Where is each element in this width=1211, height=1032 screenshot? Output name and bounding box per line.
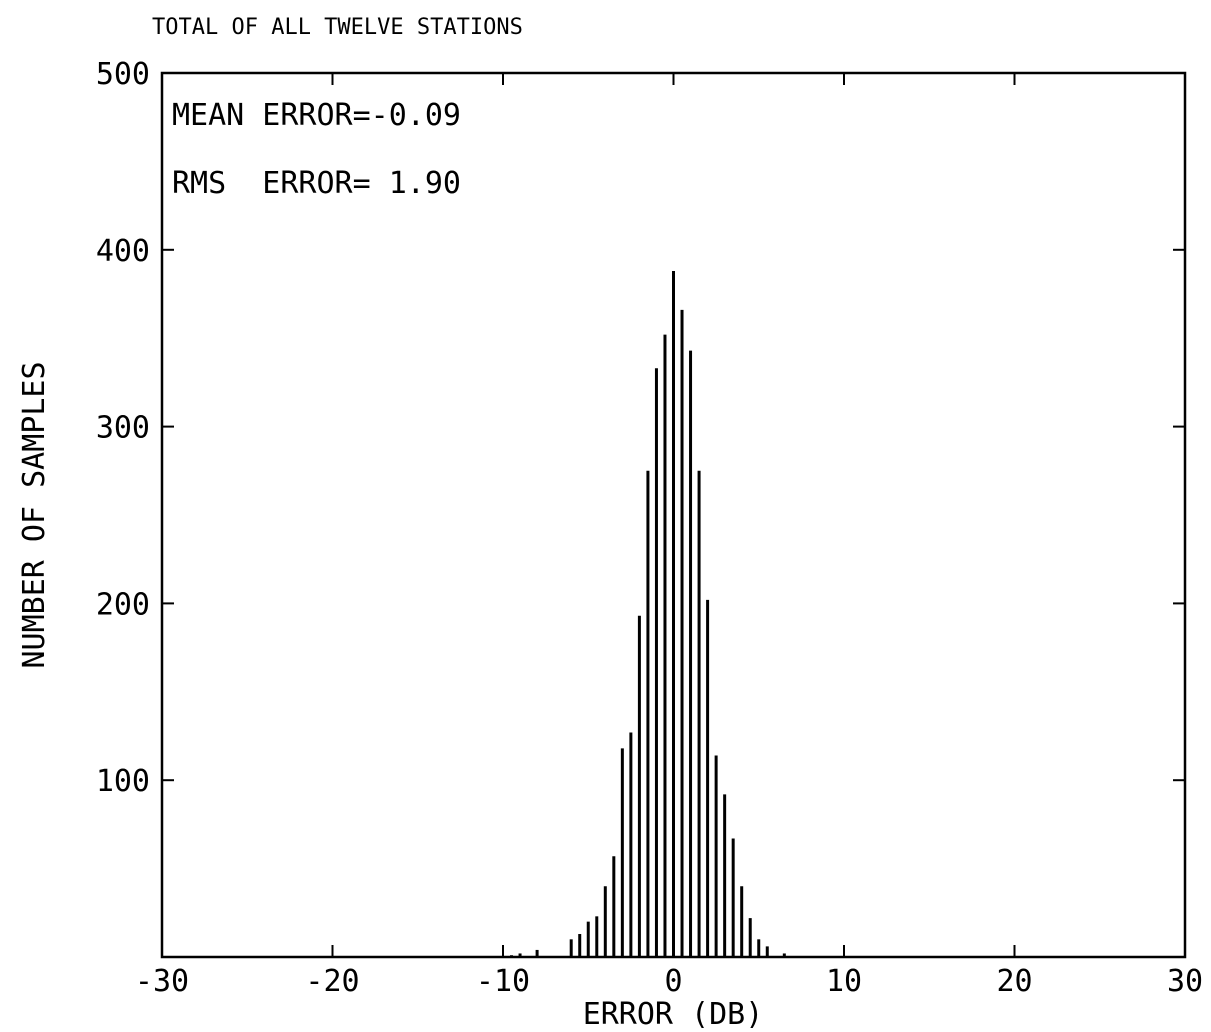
mean-error-annotation: MEAN ERROR=-0.09	[172, 98, 461, 133]
rms-error-annotation: RMS ERROR= 1.90	[172, 166, 461, 201]
chart-title: TOTAL OF ALL TWELVE STATIONS	[152, 15, 523, 40]
x-tick-label-10: 10	[826, 964, 862, 999]
x-tick-label--20: -20	[305, 964, 359, 999]
y-axis-ticks: 100 200 300 400 500	[96, 57, 1185, 799]
y-tick-label-400: 400	[96, 234, 150, 269]
x-axis-label: ERROR (DB)	[583, 997, 764, 1032]
x-tick-label-0: 0	[664, 964, 682, 999]
x-tick-label-30: 30	[1167, 964, 1203, 999]
x-tick-label--30: -30	[135, 964, 189, 999]
x-tick-label--10: -10	[476, 964, 530, 999]
histogram-bars	[510, 271, 786, 957]
y-tick-label-300: 300	[96, 411, 150, 446]
y-tick-label-500: 500	[96, 57, 150, 92]
x-axis-ticks: -30 -20 -10 0 10 20 30	[135, 73, 1203, 999]
x-tick-label-20: 20	[996, 964, 1032, 999]
y-axis-label: NUMBER OF SAMPLES	[17, 361, 52, 668]
y-tick-label-200: 200	[96, 587, 150, 622]
y-tick-label-100: 100	[96, 764, 150, 799]
